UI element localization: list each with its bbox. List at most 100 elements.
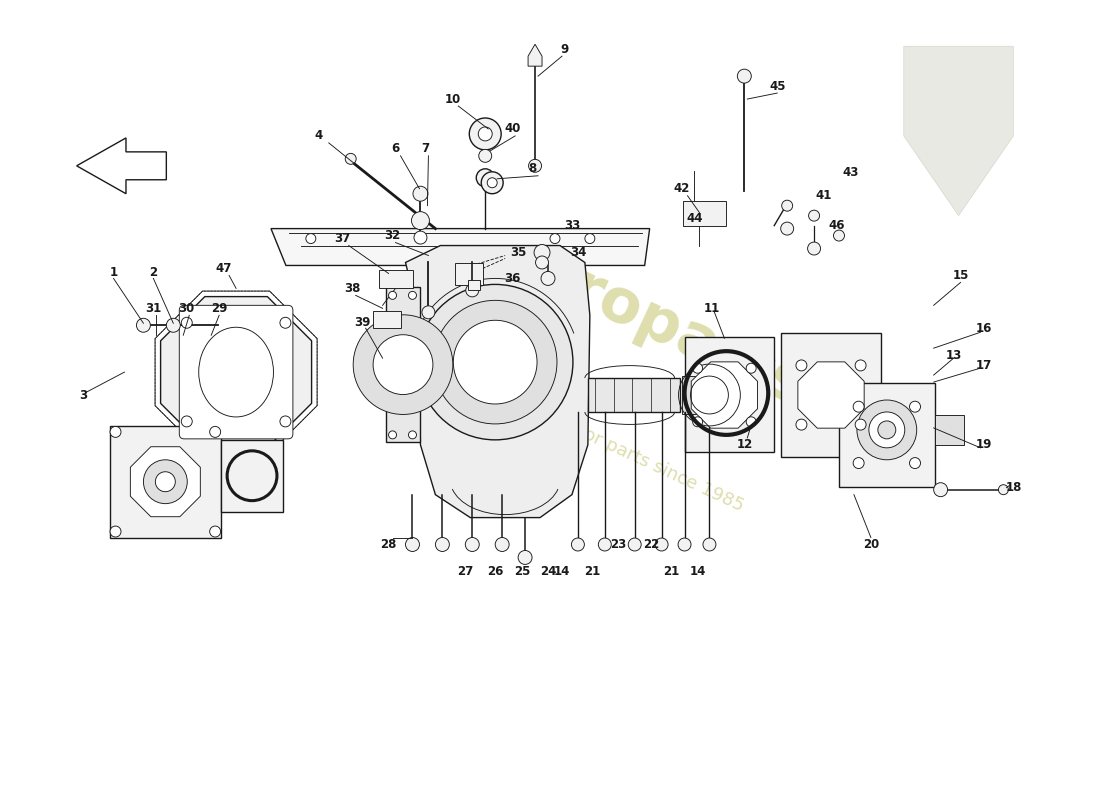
Circle shape xyxy=(796,360,807,371)
Circle shape xyxy=(155,472,175,492)
Circle shape xyxy=(855,419,866,430)
Circle shape xyxy=(408,291,417,299)
Text: 2: 2 xyxy=(150,266,157,279)
Circle shape xyxy=(110,526,121,537)
Circle shape xyxy=(746,363,756,374)
Polygon shape xyxy=(682,376,696,414)
Circle shape xyxy=(210,426,221,438)
Text: 10: 10 xyxy=(444,93,461,106)
Circle shape xyxy=(869,412,905,448)
Text: 46: 46 xyxy=(828,219,845,232)
Polygon shape xyxy=(161,297,311,447)
Circle shape xyxy=(536,256,549,269)
Text: 24: 24 xyxy=(540,565,557,578)
Circle shape xyxy=(808,210,820,221)
Circle shape xyxy=(481,172,503,194)
Circle shape xyxy=(495,538,509,551)
Circle shape xyxy=(376,359,388,371)
Text: 39: 39 xyxy=(354,316,371,329)
Circle shape xyxy=(470,118,502,150)
Circle shape xyxy=(855,360,866,371)
Circle shape xyxy=(585,234,595,243)
Text: 1: 1 xyxy=(110,266,118,279)
Circle shape xyxy=(693,363,703,374)
Circle shape xyxy=(388,431,396,439)
Circle shape xyxy=(411,212,429,230)
Text: 28: 28 xyxy=(381,538,397,551)
FancyBboxPatch shape xyxy=(221,440,283,512)
Text: 14: 14 xyxy=(553,565,570,578)
Circle shape xyxy=(550,234,560,243)
FancyBboxPatch shape xyxy=(378,270,414,288)
Circle shape xyxy=(143,460,187,504)
Text: 32: 32 xyxy=(384,229,400,242)
Circle shape xyxy=(422,306,435,318)
Circle shape xyxy=(854,458,865,469)
Circle shape xyxy=(478,127,492,141)
Text: 29: 29 xyxy=(211,302,228,315)
FancyBboxPatch shape xyxy=(455,263,483,286)
Polygon shape xyxy=(271,229,650,266)
Circle shape xyxy=(598,538,612,551)
Text: 21: 21 xyxy=(584,565,600,578)
Polygon shape xyxy=(935,415,964,445)
Circle shape xyxy=(857,400,916,460)
Text: 43: 43 xyxy=(843,166,859,179)
Text: 33: 33 xyxy=(564,219,580,232)
Circle shape xyxy=(834,230,845,241)
Circle shape xyxy=(136,318,151,332)
Circle shape xyxy=(703,538,716,551)
Text: 47: 47 xyxy=(214,262,231,275)
Polygon shape xyxy=(730,381,743,409)
Circle shape xyxy=(782,200,793,211)
Text: 41: 41 xyxy=(816,190,833,202)
Circle shape xyxy=(412,186,428,201)
Polygon shape xyxy=(131,446,200,517)
Polygon shape xyxy=(587,378,680,412)
Circle shape xyxy=(478,150,492,162)
FancyBboxPatch shape xyxy=(682,201,726,226)
Text: 8: 8 xyxy=(528,162,536,175)
Text: 23: 23 xyxy=(609,538,626,551)
Text: 16: 16 xyxy=(976,322,992,334)
Circle shape xyxy=(408,431,417,439)
Text: 30: 30 xyxy=(178,302,195,315)
Circle shape xyxy=(656,538,668,551)
Circle shape xyxy=(373,334,433,394)
Circle shape xyxy=(182,416,192,427)
Circle shape xyxy=(737,69,751,83)
Circle shape xyxy=(487,178,497,188)
Text: 27: 27 xyxy=(458,565,473,578)
Text: 20: 20 xyxy=(862,538,879,551)
Text: a passion for parts since 1985: a passion for parts since 1985 xyxy=(493,384,747,515)
FancyBboxPatch shape xyxy=(386,287,420,442)
Circle shape xyxy=(406,538,419,551)
Text: 4: 4 xyxy=(315,130,323,142)
Circle shape xyxy=(878,421,895,439)
Text: 36: 36 xyxy=(504,272,520,285)
Circle shape xyxy=(796,419,807,430)
Circle shape xyxy=(110,426,121,438)
Text: 7: 7 xyxy=(421,142,429,155)
Text: 13: 13 xyxy=(946,349,961,362)
Text: 31: 31 xyxy=(145,302,162,315)
Circle shape xyxy=(418,285,573,440)
FancyBboxPatch shape xyxy=(781,334,881,457)
Circle shape xyxy=(854,402,865,412)
Text: 19: 19 xyxy=(976,438,992,451)
Circle shape xyxy=(279,318,290,328)
Circle shape xyxy=(436,538,450,551)
Circle shape xyxy=(279,416,290,427)
Circle shape xyxy=(934,482,947,497)
Circle shape xyxy=(535,245,550,261)
Polygon shape xyxy=(798,362,865,428)
Polygon shape xyxy=(904,46,1013,216)
Circle shape xyxy=(182,318,192,328)
Text: 22: 22 xyxy=(644,538,660,551)
Text: 17: 17 xyxy=(976,358,991,372)
Text: 35: 35 xyxy=(510,246,526,259)
Circle shape xyxy=(910,402,921,412)
Circle shape xyxy=(518,550,532,565)
Circle shape xyxy=(166,318,180,332)
Circle shape xyxy=(910,458,921,469)
